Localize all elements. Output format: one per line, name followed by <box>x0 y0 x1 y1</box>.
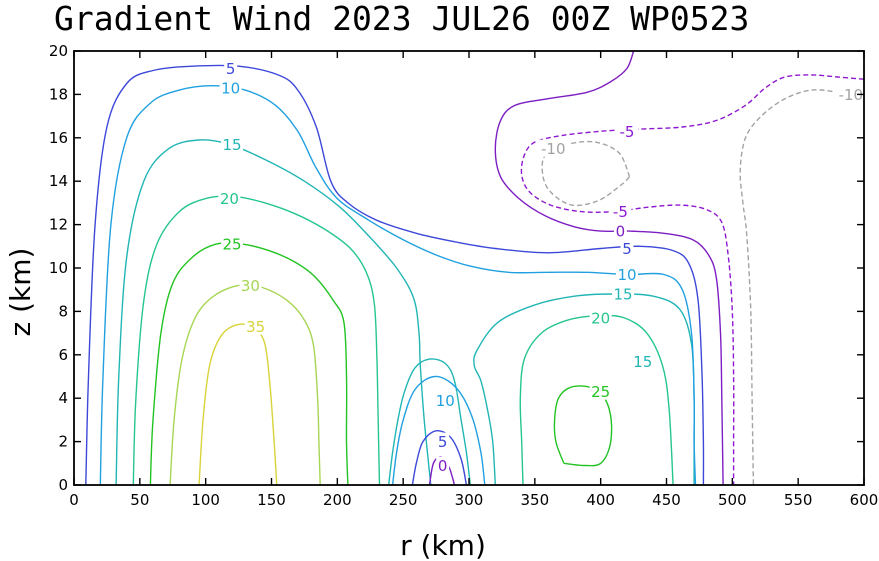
contour-line-5-11 <box>85 64 705 486</box>
contour-label-15-0: -5 <box>620 123 635 141</box>
contour-line-minus-10-17 <box>541 140 631 207</box>
y-axis-ticks: 0 2 4 6 8 10 12 14 16 18 20 <box>49 42 864 494</box>
contour-line-15-8 <box>473 293 696 486</box>
contour-line-25-2 <box>149 242 349 486</box>
x-tick-label-500: 500 <box>718 491 747 509</box>
contour-label-bg-17-0 <box>537 139 569 157</box>
contour-label-1-0: 30 <box>241 277 260 295</box>
contour-label-12-0: 5 <box>438 433 448 451</box>
contour-label-bg-9-0 <box>219 78 242 96</box>
x-tick-label-600: 600 <box>850 491 879 509</box>
contour-label-bg-11-0 <box>224 59 238 77</box>
contour-line-0-13 <box>494 50 724 486</box>
contour-label-bg-13-0 <box>613 222 627 240</box>
contour-label-14-0: 0 <box>438 457 448 475</box>
y-tick-label-0: 0 <box>58 476 68 494</box>
contour-label-0-0: 35 <box>246 318 265 336</box>
contour-label-2-0: 25 <box>222 236 241 254</box>
x-axis-label: r (km) <box>400 529 486 561</box>
contour-label-16-0: -10 <box>839 86 864 104</box>
y-tick-label-8: 8 <box>58 302 68 320</box>
contour-line-5-12 <box>411 429 468 486</box>
contour-label-bg-3-0 <box>589 382 612 400</box>
x-tick-label-100: 100 <box>191 491 220 509</box>
chart-title: Gradient Wind 2023 JUL26 00Z WP0523 <box>54 0 749 38</box>
contour-label-17-0: -10 <box>541 140 566 158</box>
y-tick-label-18: 18 <box>49 85 68 103</box>
x-tick-label-350: 350 <box>521 491 550 509</box>
contour-label-bg-16-0 <box>835 85 867 103</box>
x-tick-label-250: 250 <box>389 491 418 509</box>
contour-lines <box>85 50 865 486</box>
x-tick-label-0: 0 <box>69 491 79 509</box>
contour-label-5-0: 20 <box>591 309 610 327</box>
y-tick-label-10: 10 <box>49 259 68 277</box>
contour-label-8-0: 15 <box>633 353 652 371</box>
contour-line-minus-10-16 <box>739 89 865 486</box>
x-axis-ticks: 0 50 100 150 200 250 300 350 400 450 500 550 600 <box>69 51 878 509</box>
x-tick-label-400: 400 <box>586 491 615 509</box>
contour-label-9-0: 10 <box>221 79 240 97</box>
contour-label-15-1: -5 <box>613 203 628 221</box>
x-tick-label-300: 300 <box>455 491 484 509</box>
contour-label-bg-8-0 <box>631 352 654 370</box>
contour-line-10-10 <box>391 375 486 486</box>
y-tick-label-4: 4 <box>58 389 68 407</box>
contour-label-bg-14-0 <box>436 456 450 474</box>
y-tick-label-6: 6 <box>58 346 68 364</box>
contour-line-30-1 <box>169 284 321 486</box>
contour-line-20-5 <box>519 314 674 486</box>
contour-label-6-0: 15 <box>222 136 241 154</box>
contour-label-bg-9-1 <box>616 265 638 283</box>
x-tick-label-550: 550 <box>784 491 813 509</box>
contour-line-15-6 <box>115 139 432 486</box>
y-axis-label: z (km) <box>4 248 37 337</box>
x-tick-label-150: 150 <box>257 491 286 509</box>
contour-label-bg-15-1 <box>609 202 632 220</box>
y-tick-label-16: 16 <box>49 129 68 147</box>
contour-label-11-0: 5 <box>226 60 236 78</box>
contour-line-35-0 <box>198 323 278 486</box>
plot-frame <box>73 50 865 486</box>
contour-label-bg-12-0 <box>436 432 450 450</box>
contour-line-20-4 <box>132 195 381 486</box>
contour-label-11-1: 5 <box>622 240 632 258</box>
y-tick-label-14: 14 <box>49 172 68 190</box>
contour-label-bg-5-0 <box>589 308 612 326</box>
contour-label-3-0: 25 <box>591 383 610 401</box>
contour-line-10-9 <box>99 84 697 486</box>
y-tick-label-2: 2 <box>58 433 68 451</box>
x-tick-label-450: 450 <box>652 491 681 509</box>
contour-label-bg-2-0 <box>221 235 243 253</box>
contour-line-15-7 <box>388 358 471 486</box>
contour-label-bg-15-0 <box>616 122 638 140</box>
contour-label-bg-1-0 <box>239 276 262 294</box>
contour-label-13-0: 0 <box>616 223 626 241</box>
contour-label-bg-11-1 <box>620 239 634 257</box>
contour-label-bg-6-0 <box>221 135 243 153</box>
contour-label-10-0: 10 <box>436 392 455 410</box>
y-tick-label-20: 20 <box>49 42 68 60</box>
contour-label-9-1: 10 <box>617 266 636 284</box>
x-tick-label-50: 50 <box>130 491 149 509</box>
contour-label-8-1: 15 <box>614 286 633 304</box>
contour-label-bg-0-0 <box>244 317 267 335</box>
x-tick-label-200: 200 <box>323 491 352 509</box>
y-tick-label-12: 12 <box>49 216 68 234</box>
contour-label-bg-10-0 <box>434 391 457 409</box>
contour-label-bg-8-1 <box>612 285 635 303</box>
contour-line-minus-5-15 <box>520 74 865 485</box>
contour-label-4-0: 20 <box>220 190 239 208</box>
contour-label-bg-4-0 <box>218 189 241 207</box>
